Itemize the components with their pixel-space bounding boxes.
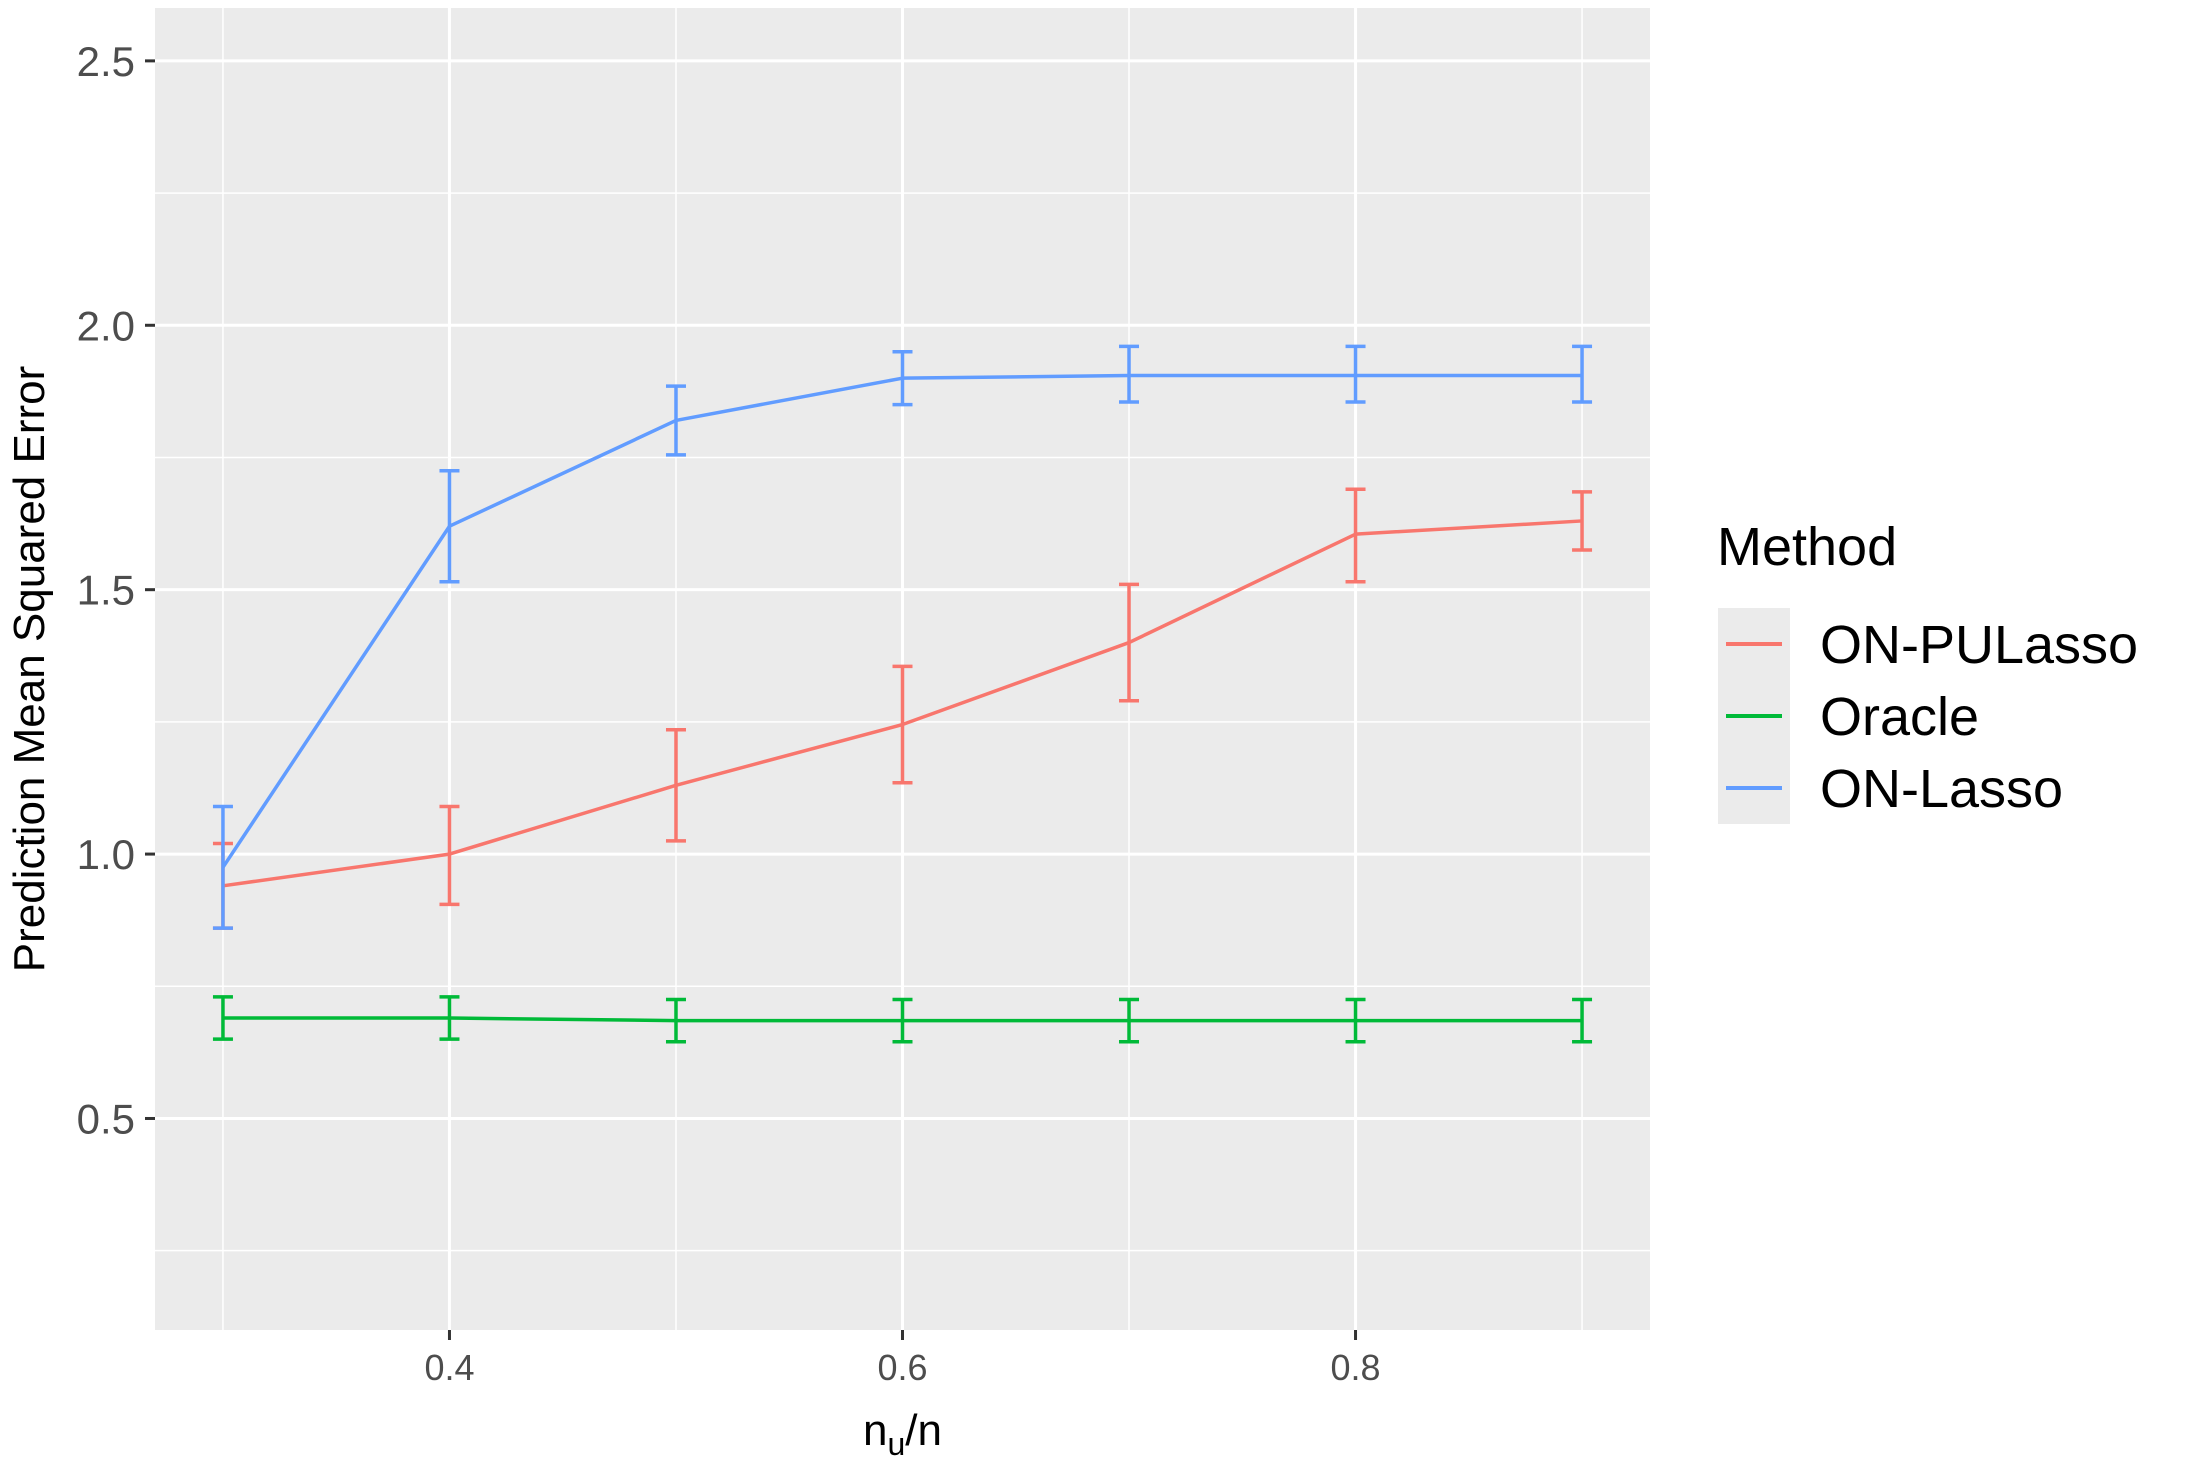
y-tick-label: 1.0 — [77, 831, 135, 878]
legend-items: ON-PULasso Oracle ON-Lasso — [1718, 608, 2138, 824]
x-tick-label: 0.8 — [1331, 1347, 1381, 1388]
series-line-on-pulasso — [222, 519, 1583, 888]
y-tick-label: 2.5 — [77, 38, 135, 85]
series-line-on-lasso — [221, 373, 1583, 869]
legend-label: ON-PULasso — [1820, 615, 2138, 675]
y-tick-label: 0.5 — [77, 1095, 135, 1142]
legend-title: Method — [1717, 517, 1897, 577]
legend: Method ON-PULasso Oracle ON-Lasso — [1717, 517, 2138, 824]
x-axis-title-subscript: u — [887, 1426, 905, 1460]
series-line-oracle — [222, 1016, 1583, 1023]
y-axis-title: Prediction Mean Squared Error — [5, 366, 54, 973]
legend-label: Oracle — [1820, 687, 1979, 747]
legend-label: ON-Lasso — [1820, 759, 2063, 819]
series-oracle — [212, 995, 1593, 1044]
series-on-lasso — [212, 344, 1593, 930]
x-axis: 0.4 0.6 0.8 — [424, 1330, 1381, 1388]
y-tick-label: 2.0 — [77, 302, 135, 349]
x-axis-title-tail: /n — [905, 1406, 942, 1455]
x-axis-title-main: n — [863, 1406, 887, 1455]
x-tick-label: 0.4 — [424, 1347, 474, 1388]
x-axis-title: nu/n — [863, 1406, 942, 1460]
series-layer — [212, 344, 1593, 1044]
y-axis: 0.5 1.0 1.5 2.0 2.5 — [77, 38, 155, 1142]
y-tick-label: 1.5 — [77, 567, 135, 614]
x-tick-label: 0.6 — [877, 1347, 927, 1388]
